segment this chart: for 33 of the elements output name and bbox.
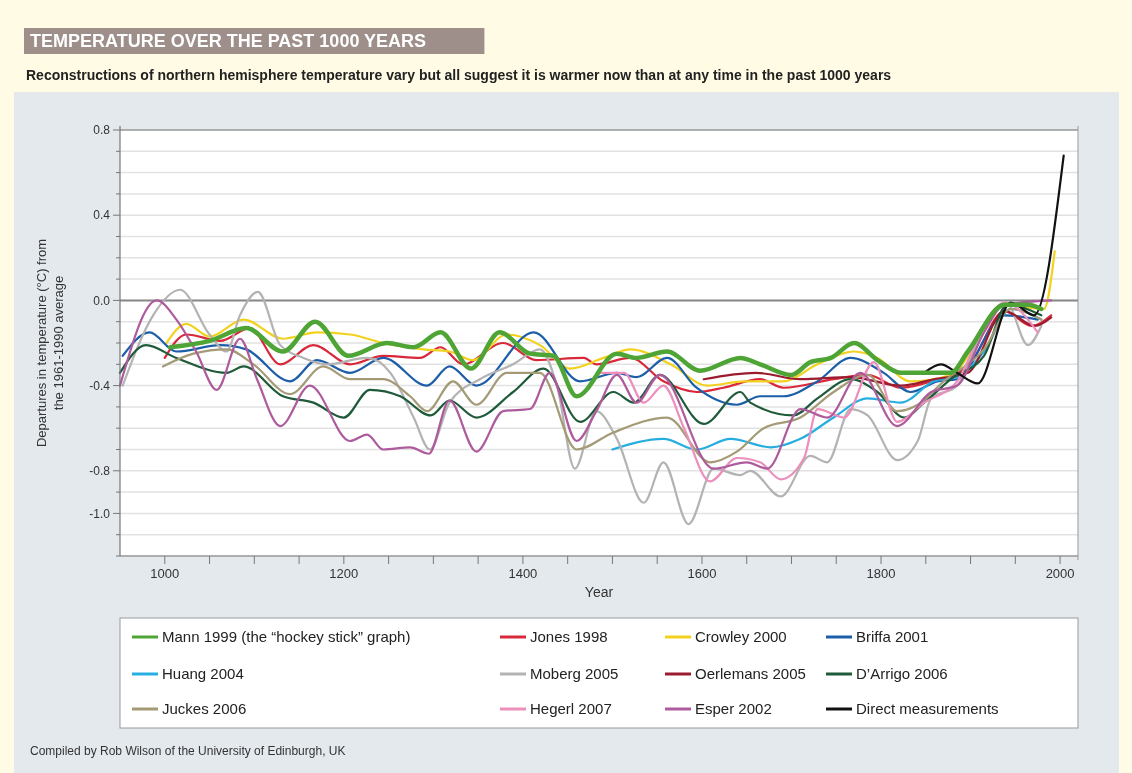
chart-subtitle: Reconstructions of northern hemisphere temperature vary but all suggest it is warmer now than at any time in the past 1000 years <box>26 67 892 83</box>
x-tick-label: 1600 <box>687 566 717 581</box>
legend-label: Jones 1998 <box>530 628 608 646</box>
y-tick-label: -0.4 <box>89 378 111 393</box>
y-tick-label: 0.0 <box>93 293 111 308</box>
legend-label: Oerlemans 2005 <box>695 665 806 683</box>
y-axis-title: Departures in temperature (°C) from the 1961-1990 average <box>34 238 66 448</box>
text: Compiled by Rob Wilson of the University of Edinburgh, UK <box>30 744 346 758</box>
x-axis-title: Year <box>584 584 614 600</box>
x-tick-label: 1200 <box>329 566 359 581</box>
x-tick-label: 1400 <box>508 566 538 581</box>
line-series <box>121 288 1043 526</box>
chart-title: TEMPERATURE OVER THE PAST 1000 YEARS <box>30 31 427 51</box>
legend-label: Mann 1999 (the “hockey stick” graph) <box>162 628 411 646</box>
line-series <box>121 314 1039 406</box>
y-tick-label: 0.8 <box>93 123 111 138</box>
x-tick-label: 2000 <box>1045 566 1075 581</box>
legend-label: Juckes 2006 <box>162 700 247 718</box>
legend-label: D’Arrigo 2006 <box>856 665 948 683</box>
line-series <box>922 154 1065 385</box>
legend-label: Briffa 2001 <box>856 628 929 646</box>
legend-label: Direct measurements <box>856 700 999 718</box>
legend-label: Hegerl 2007 <box>530 700 612 718</box>
line-series <box>702 309 1053 387</box>
legend-label: Moberg 2005 <box>530 665 619 683</box>
y-tick-label: 0.4 <box>93 208 111 223</box>
legend-label: Huang 2004 <box>162 665 244 683</box>
legend-label: Crowley 2000 <box>695 628 787 646</box>
x-tick-label: 1000 <box>150 566 180 581</box>
y-tick-label: -1.0 <box>89 506 111 521</box>
legend-label: Esper 2002 <box>695 700 772 718</box>
y-tick-label: -0.8 <box>89 464 111 478</box>
x-tick-label: 1800 <box>866 566 896 581</box>
